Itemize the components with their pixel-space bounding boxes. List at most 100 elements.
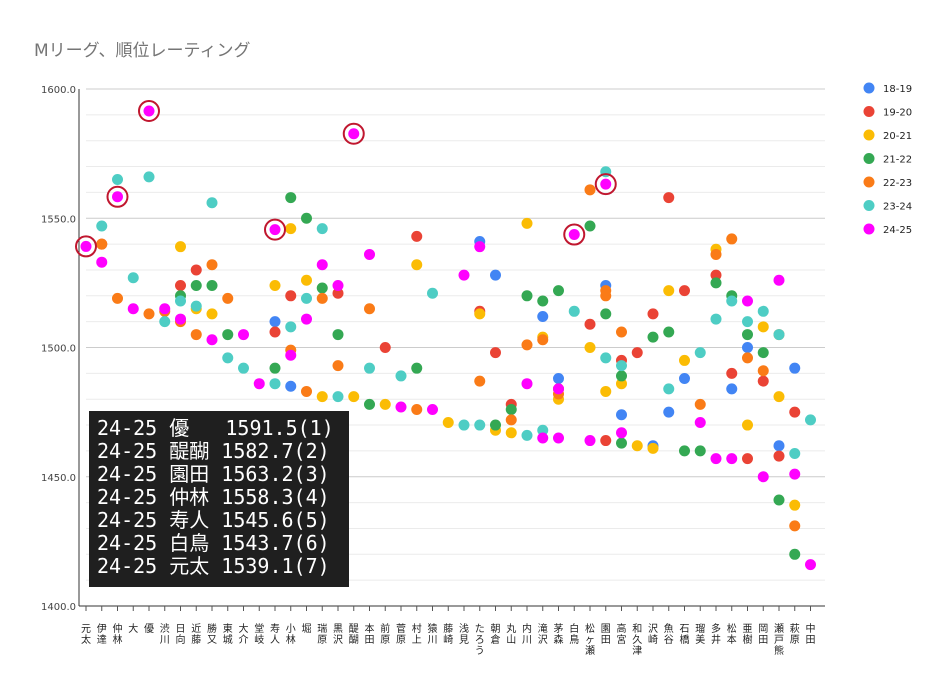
data-point bbox=[285, 192, 297, 204]
data-point bbox=[616, 409, 627, 421]
data-point bbox=[127, 272, 139, 284]
highlight-ring bbox=[594, 173, 617, 196]
x-tick-label: 魚谷 bbox=[664, 622, 674, 646]
data-point bbox=[537, 432, 549, 444]
data-point bbox=[80, 240, 92, 252]
x-tick-label: 内川 bbox=[522, 622, 532, 646]
data-point bbox=[663, 285, 675, 297]
x-tick-label: 松本 bbox=[727, 622, 737, 646]
legend-marker bbox=[863, 176, 875, 188]
data-point bbox=[616, 427, 627, 439]
data-point bbox=[647, 442, 659, 454]
data-point bbox=[757, 375, 769, 387]
data-point bbox=[332, 287, 344, 299]
x-tick-label: 寿人 bbox=[270, 622, 280, 646]
y-tick-label: 1600.0 bbox=[41, 85, 76, 96]
data-point bbox=[395, 370, 407, 382]
data-point bbox=[726, 295, 738, 307]
data-point bbox=[458, 419, 470, 431]
data-point bbox=[96, 220, 108, 232]
data-point bbox=[332, 360, 344, 372]
data-point bbox=[490, 269, 501, 281]
data-point bbox=[694, 398, 706, 410]
data-point bbox=[427, 287, 438, 299]
data-point bbox=[521, 378, 533, 390]
data-point bbox=[175, 279, 186, 291]
data-point bbox=[537, 334, 549, 346]
data-point bbox=[143, 308, 155, 320]
legend-label: 21-22 bbox=[883, 155, 912, 166]
data-point bbox=[757, 365, 769, 377]
data-point bbox=[616, 370, 627, 382]
data-point bbox=[285, 321, 297, 333]
data-point bbox=[364, 248, 375, 260]
x-tick-label: 松ヶ瀬 bbox=[585, 622, 595, 657]
data-point bbox=[364, 398, 375, 410]
data-point bbox=[112, 292, 123, 304]
data-point bbox=[411, 362, 423, 374]
data-point bbox=[332, 329, 344, 341]
legend-label: 20-21 bbox=[883, 131, 912, 142]
data-point bbox=[301, 292, 312, 304]
data-point bbox=[269, 362, 281, 374]
data-point bbox=[379, 398, 391, 410]
data-point bbox=[301, 212, 312, 224]
data-point bbox=[789, 499, 801, 511]
data-point bbox=[789, 447, 801, 459]
data-point bbox=[742, 295, 753, 307]
data-point bbox=[773, 440, 785, 452]
highlight-ring bbox=[342, 122, 365, 145]
legend-marker bbox=[863, 223, 875, 235]
data-point bbox=[505, 414, 517, 426]
legend-label: 22-23 bbox=[883, 178, 912, 189]
data-point bbox=[726, 453, 738, 465]
data-point bbox=[285, 223, 297, 235]
data-point bbox=[679, 285, 690, 297]
data-point bbox=[96, 256, 108, 268]
data-point bbox=[757, 471, 769, 483]
data-point bbox=[742, 453, 753, 465]
data-point bbox=[285, 380, 297, 392]
x-tick-label: 大 bbox=[128, 622, 138, 635]
x-axis: 元太伊達仲林大優渋川日向近藤勝又東城大介堂岐寿人小林堀 瑞原黒沢醍醐本田前原菅原村… bbox=[79, 605, 825, 657]
data-point bbox=[175, 241, 186, 253]
x-tick-label: 多井 bbox=[711, 622, 721, 646]
data-point bbox=[505, 427, 517, 439]
data-point bbox=[474, 308, 486, 320]
x-tick-label: 沢崎 bbox=[648, 622, 658, 646]
data-point bbox=[206, 259, 218, 271]
x-tick-label: 瀬戸熊 bbox=[774, 623, 784, 657]
data-point bbox=[190, 279, 202, 291]
data-point bbox=[663, 192, 675, 204]
data-point bbox=[694, 347, 706, 359]
data-point bbox=[112, 173, 123, 185]
data-point bbox=[301, 313, 312, 325]
data-point bbox=[710, 313, 722, 325]
highlight-ring bbox=[106, 185, 129, 208]
data-point bbox=[490, 419, 501, 431]
data-point bbox=[726, 383, 738, 395]
x-tick-label: 仲林 bbox=[113, 622, 123, 646]
x-tick-label: 浅見 bbox=[459, 622, 469, 646]
data-point bbox=[694, 445, 706, 457]
ranking-line: 24-25 元太 1539.1(7) bbox=[97, 554, 330, 578]
data-point bbox=[600, 178, 612, 190]
ranking-line: 24-25 白鳥 1543.7(6) bbox=[97, 531, 330, 555]
data-point bbox=[285, 349, 297, 361]
data-point bbox=[663, 406, 675, 418]
data-point bbox=[316, 282, 328, 294]
legend-label: 23-24 bbox=[883, 202, 912, 213]
x-tick-label: 伊達 bbox=[97, 623, 107, 646]
data-point bbox=[190, 329, 202, 341]
ranking-line: 24-25 優 1591.5(1) bbox=[97, 416, 334, 440]
data-point bbox=[726, 233, 738, 245]
data-point bbox=[190, 300, 202, 312]
data-point bbox=[521, 339, 533, 351]
data-point bbox=[616, 378, 627, 390]
data-point bbox=[411, 230, 423, 242]
x-tick-label: 勝又 bbox=[207, 622, 217, 646]
x-tick-label: 中田 bbox=[806, 622, 816, 646]
data-point bbox=[553, 432, 564, 444]
x-tick-label: 丸山 bbox=[506, 622, 516, 646]
